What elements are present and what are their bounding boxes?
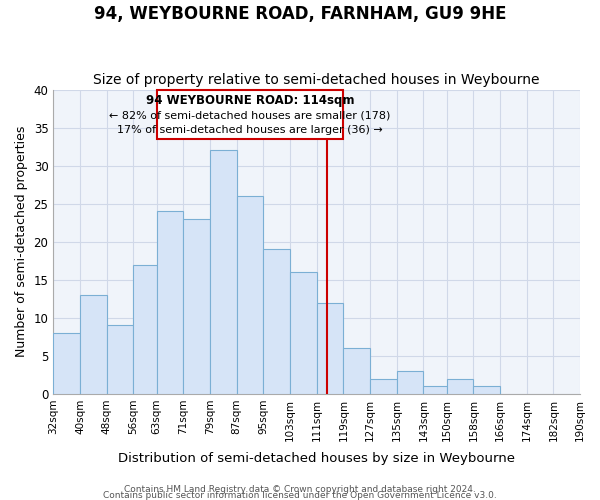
- Text: Contains HM Land Registry data © Crown copyright and database right 2024.: Contains HM Land Registry data © Crown c…: [124, 485, 476, 494]
- Text: 17% of semi-detached houses are larger (36) →: 17% of semi-detached houses are larger (…: [117, 125, 383, 135]
- Text: Contains public sector information licensed under the Open Government Licence v3: Contains public sector information licen…: [103, 491, 497, 500]
- Bar: [446, 378, 473, 394]
- Bar: [133, 264, 157, 394]
- Bar: [370, 378, 397, 394]
- Bar: [473, 386, 500, 394]
- Text: 94 WEYBOURNE ROAD: 114sqm: 94 WEYBOURNE ROAD: 114sqm: [146, 94, 354, 107]
- Bar: [184, 219, 210, 394]
- Bar: [317, 302, 343, 394]
- Bar: [263, 250, 290, 394]
- Bar: [80, 295, 107, 394]
- Y-axis label: Number of semi-detached properties: Number of semi-detached properties: [15, 126, 28, 358]
- Bar: [424, 386, 446, 394]
- Bar: [53, 333, 80, 394]
- FancyBboxPatch shape: [157, 90, 343, 139]
- Bar: [236, 196, 263, 394]
- Bar: [397, 371, 424, 394]
- Title: Size of property relative to semi-detached houses in Weybourne: Size of property relative to semi-detach…: [94, 73, 540, 87]
- Bar: [343, 348, 370, 394]
- X-axis label: Distribution of semi-detached houses by size in Weybourne: Distribution of semi-detached houses by …: [118, 452, 515, 465]
- Bar: [107, 326, 133, 394]
- Bar: [290, 272, 317, 394]
- Bar: [157, 212, 184, 394]
- Bar: [210, 150, 236, 394]
- Text: 94, WEYBOURNE ROAD, FARNHAM, GU9 9HE: 94, WEYBOURNE ROAD, FARNHAM, GU9 9HE: [94, 5, 506, 23]
- Text: ← 82% of semi-detached houses are smaller (178): ← 82% of semi-detached houses are smalle…: [109, 110, 391, 120]
